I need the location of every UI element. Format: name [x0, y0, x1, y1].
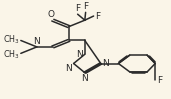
Text: O: O	[48, 10, 55, 19]
Text: F: F	[95, 12, 100, 20]
Text: CH$_3$: CH$_3$	[3, 33, 20, 46]
Text: F: F	[157, 76, 162, 85]
Text: N: N	[81, 74, 88, 83]
Text: CH$_3$: CH$_3$	[3, 48, 20, 60]
Text: N: N	[102, 59, 109, 68]
Text: F: F	[83, 2, 88, 11]
Text: N: N	[76, 50, 82, 59]
Text: N: N	[34, 37, 40, 46]
Text: F: F	[75, 4, 80, 13]
Text: N: N	[65, 64, 72, 73]
